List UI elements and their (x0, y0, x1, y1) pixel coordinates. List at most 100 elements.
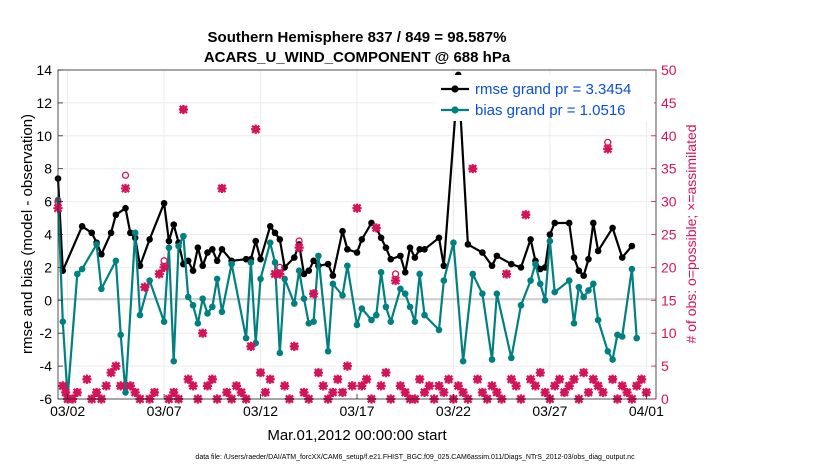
point-bias (377, 269, 385, 276)
obs-assimilated-marker (265, 374, 275, 384)
obs-assimilated-marker (347, 381, 357, 391)
point-rmse (189, 267, 197, 274)
obs-assimilated-marker (603, 144, 613, 154)
point-bias (493, 290, 501, 298)
point-bias (628, 265, 636, 273)
point-bias (353, 321, 361, 329)
point-bias (536, 280, 544, 288)
obs-assimilated-marker (622, 387, 632, 398)
obs-assimilated-marker (231, 381, 242, 391)
point-bias (194, 320, 202, 327)
obs-assimilated-marker (217, 183, 227, 194)
obs-assimilated-marker (632, 381, 642, 391)
obs-possible-marker (121, 171, 130, 179)
point-rmse (377, 234, 385, 242)
point-bias (339, 292, 346, 299)
obs-assimilated-marker (535, 368, 545, 378)
point-bias (372, 311, 380, 319)
point-rmse (112, 211, 120, 219)
obs-assimilated-marker (607, 374, 618, 384)
point-rmse (565, 219, 573, 227)
obs-assimilated-marker (434, 381, 444, 391)
obs-assimilated-marker (554, 374, 565, 384)
point-rmse (266, 222, 274, 230)
obs-assimilated-marker (550, 381, 560, 391)
obs-assimilated-marker (371, 223, 381, 233)
obs-assimilated-marker (255, 368, 266, 378)
obs-assimilated-marker (458, 387, 468, 398)
point-bias (541, 297, 549, 304)
point-rmse (493, 252, 501, 260)
obs-assimilated-marker (424, 381, 434, 391)
point-rmse (107, 229, 115, 237)
obs-assimilated-marker (395, 381, 406, 391)
point-bias (594, 316, 602, 324)
obs-assimilated-marker (202, 381, 213, 391)
point-bias (479, 290, 486, 298)
point-rmse (160, 199, 168, 207)
point-rmse (78, 222, 86, 230)
point-bias (532, 260, 539, 268)
point-rmse (136, 262, 144, 270)
point-bias (633, 334, 641, 342)
point-rmse (218, 246, 226, 253)
obs-assimilated-marker (106, 368, 116, 378)
point-rmse (339, 227, 346, 235)
y-tick-label: -6 (40, 391, 53, 407)
obs-assimilated-marker (564, 381, 574, 391)
point-rmse (406, 244, 414, 251)
legend: rmse grand pr = 3.3454 bias grand pr = 1… (436, 75, 654, 121)
point-rmse (421, 246, 428, 253)
obs-assimilated-marker (439, 387, 449, 398)
x-tick-label: 03/27 (532, 403, 567, 419)
y2-tick-label: 0 (661, 391, 669, 407)
point-bias (575, 283, 583, 291)
point-rmse (146, 236, 153, 243)
point-rmse (170, 221, 178, 228)
y2-tick-label: 40 (661, 128, 677, 144)
obs-assimilated-marker (526, 374, 536, 384)
point-rmse (271, 229, 279, 237)
point-rmse (628, 242, 636, 250)
obs-assimilated-marker (294, 243, 304, 253)
point-bias (580, 293, 587, 301)
obs-assimilated-marker (579, 368, 589, 378)
x-tick-label: 03/22 (436, 403, 471, 419)
obs-assimilated-marker (58, 381, 68, 391)
obs-assimilated-marker (149, 387, 160, 398)
point-bias (160, 318, 168, 325)
x-axis: 03/02 03/07 03/12 03/17 03/22 03/27 04/01 (50, 394, 664, 419)
point-rmse (508, 260, 515, 268)
point-rmse (440, 262, 448, 270)
obs-assimilated-marker (593, 381, 603, 391)
point-bias (276, 349, 284, 357)
point-bias (131, 229, 139, 237)
y2-tick-label: 25 (661, 227, 677, 243)
y2-tick-label: 10 (661, 325, 677, 341)
point-bias (98, 285, 105, 293)
legend-marker-rmse (451, 85, 459, 93)
point-rmse (575, 267, 583, 274)
point-bias (590, 280, 597, 288)
obs-assimilated-marker (251, 124, 261, 134)
x-axis-label: Mar.01,2012 00:00:00 start (267, 427, 447, 444)
y2-tick-label: 45 (661, 95, 677, 111)
obs-assimilated-marker (111, 361, 121, 371)
point-rmse (382, 244, 390, 251)
point-bias (440, 277, 448, 284)
legend-marker-bias (451, 106, 459, 114)
obs-assimilated-marker (337, 387, 348, 398)
point-rmse (127, 229, 134, 237)
obs-assimilated-marker (376, 381, 386, 391)
point-rmse (527, 236, 534, 243)
point-bias (117, 331, 124, 339)
obs-assimilated-marker (159, 262, 169, 272)
point-bias (382, 303, 390, 311)
y-tick-label: 10 (36, 128, 52, 144)
point-rmse (252, 237, 260, 245)
y-tick-label: 8 (44, 161, 52, 177)
point-bias (368, 316, 375, 324)
y2-axis-label: # of obs: o=possible; ×=assimilated (683, 124, 699, 343)
obs-assimilated-marker (381, 368, 391, 378)
obs-assimilated-marker (275, 269, 285, 279)
